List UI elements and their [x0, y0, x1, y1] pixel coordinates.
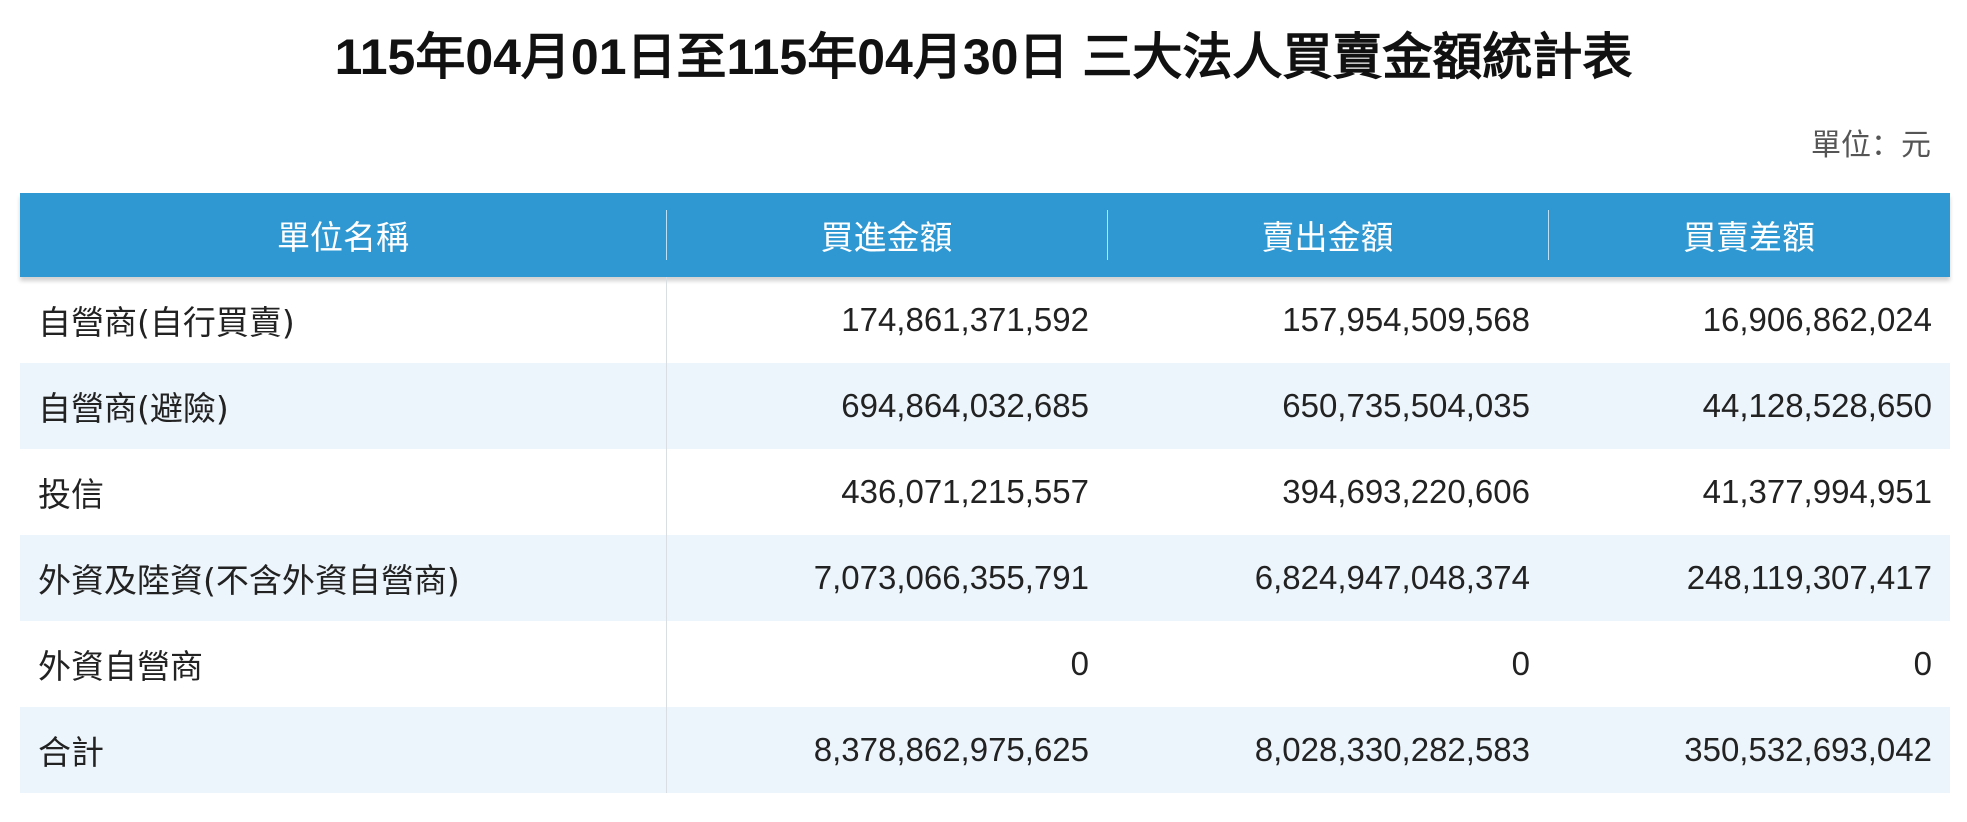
institutional-trading-table: 單位名稱 買進金額 賣出金額 買賣差額 自營商(自行買賣) 174,861,37…	[20, 193, 1950, 793]
difference-cell: 0	[1913, 645, 1932, 682]
buy-amount-cell: 7,073,066,355,791	[666, 535, 1107, 621]
difference-cell: 248,119,307,417	[1548, 535, 1950, 621]
buy-amount-cell: 8,378,862,975,625	[666, 707, 1107, 793]
row-name-cell: 外資自營商	[20, 621, 667, 707]
table-row-total: 合計 8,378,862,975,625 8,028,330,282,583 3…	[20, 707, 1950, 793]
unit-label: 單位：元	[1811, 128, 1931, 163]
sell-amount-cell: 157,954,509,568	[1282, 301, 1530, 338]
sell-amount-cell: 6,824,947,048,374	[1107, 535, 1548, 621]
table-header: 單位名稱 買進金額 賣出金額 買賣差額	[20, 193, 1950, 277]
sell-amount-cell: 650,735,504,035	[1107, 363, 1548, 449]
column-header-buy-amount: 買進金額	[666, 193, 1107, 277]
buy-amount-cell: 0	[1070, 645, 1089, 682]
difference-cell: 44,128,528,650	[1548, 363, 1950, 449]
buy-amount-cell: 694,864,032,685	[666, 363, 1107, 449]
sell-amount-cell: 8,028,330,282,583	[1107, 707, 1548, 793]
column-header-sell-amount: 賣出金額	[1107, 193, 1548, 277]
difference-cell: 350,532,693,042	[1548, 707, 1950, 793]
buy-amount-cell: 174,861,371,592	[841, 301, 1089, 338]
row-name-cell: 外資及陸資(不含外資自營商)	[20, 535, 667, 621]
row-name-cell: 合計	[20, 707, 667, 793]
table-row: 外資自營商 0 0 0	[20, 621, 1950, 707]
table-row: 外資及陸資(不含外資自營商) 7,073,066,355,791 6,824,9…	[20, 535, 1950, 621]
table-row: 自營商(避險) 694,864,032,685 650,735,504,035 …	[20, 363, 1950, 449]
table-row: 自營商(自行買賣) 174,861,371,592 157,954,509,56…	[20, 277, 1950, 363]
table-body: 自營商(自行買賣) 174,861,371,592 157,954,509,56…	[20, 277, 1950, 793]
column-header-unit-name: 單位名稱	[20, 193, 666, 277]
column-header-difference: 買賣差額	[1548, 193, 1950, 277]
row-name-cell: 投信	[20, 449, 667, 535]
table-row: 投信 436,071,215,557 394,693,220,606 41,37…	[20, 449, 1950, 535]
page-title: 115年04月01日至115年04月30日 三大法人買賣金額統計表	[334, 29, 1633, 85]
sell-amount-cell: 394,693,220,606	[1282, 473, 1530, 510]
buy-amount-cell: 436,071,215,557	[841, 473, 1089, 510]
difference-cell: 16,906,862,024	[1702, 301, 1932, 338]
table-header-row: 單位名稱 買進金額 賣出金額 買賣差額	[20, 193, 1950, 277]
row-name-cell: 自營商(自行買賣)	[20, 277, 667, 363]
difference-cell: 41,377,994,951	[1702, 473, 1932, 510]
sell-amount-cell: 0	[1511, 645, 1530, 682]
row-name-cell: 自營商(避險)	[20, 363, 667, 449]
